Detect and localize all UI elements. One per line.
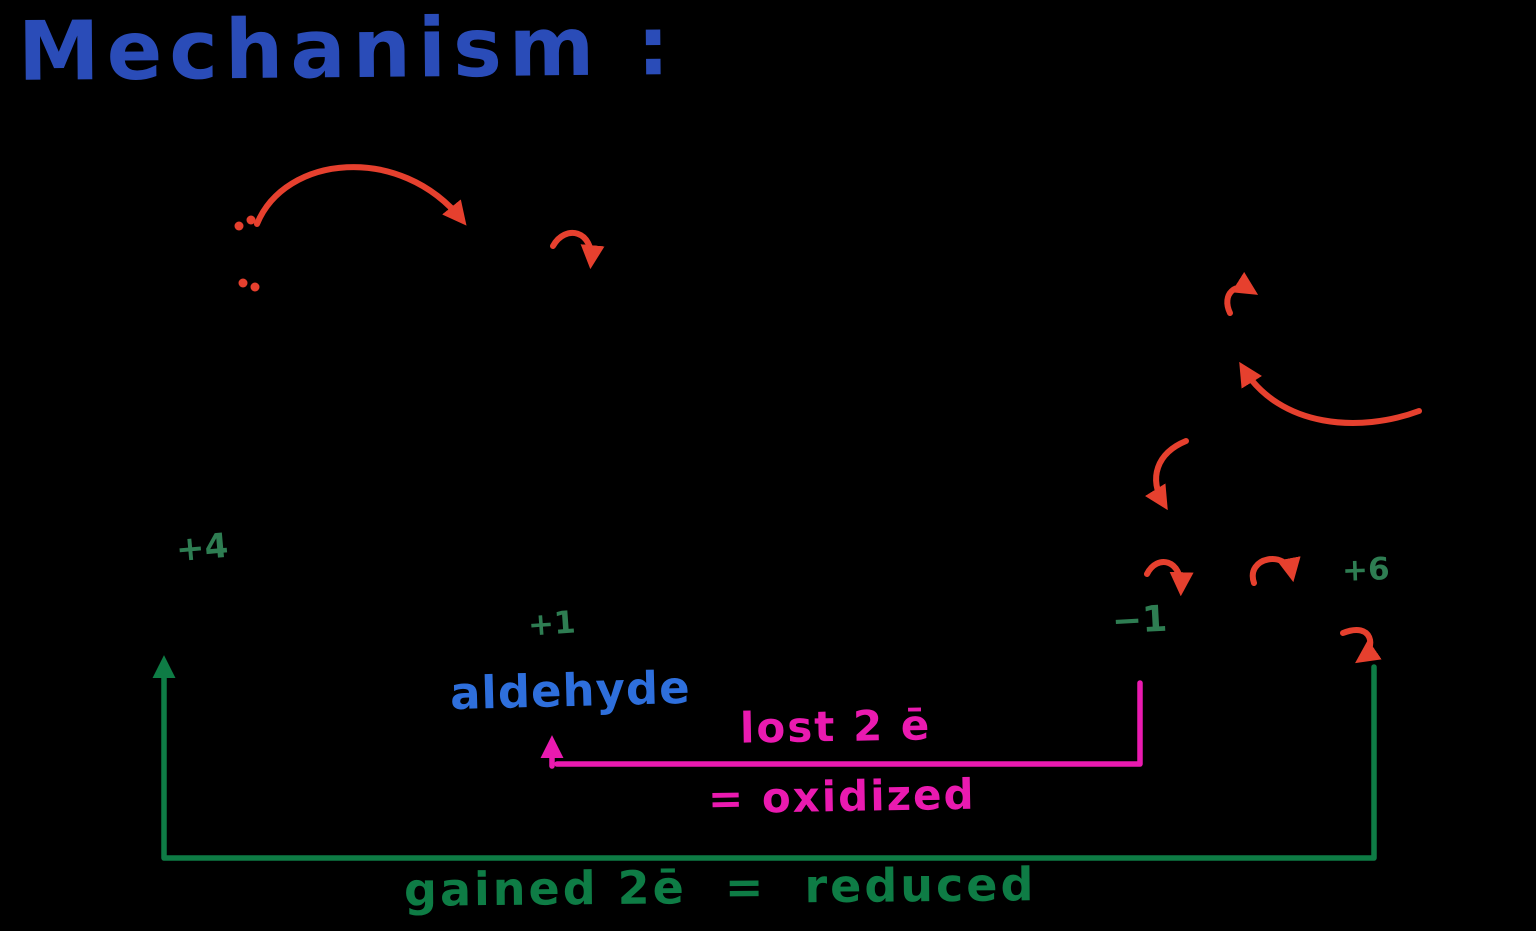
electron-push-arrow-down-right xyxy=(1144,438,1189,511)
page-title: Mechanism : xyxy=(17,0,678,100)
reduced-bracket-arrow xyxy=(152,655,1377,861)
lone-pair-dot xyxy=(238,278,248,288)
electron-push-arrow-small-top xyxy=(550,229,605,270)
gained-reduced-label: gained 2ē = reduced xyxy=(403,857,1037,917)
electron-push-arrow-hook-minus1 xyxy=(1144,559,1194,597)
electron-push-arrow-tiny-right-top xyxy=(1224,271,1259,316)
lone-pair-dot xyxy=(234,221,244,231)
electron-push-arrow-hook-middle xyxy=(1249,556,1301,586)
oxidation-state-plus1: +1 xyxy=(526,604,577,644)
lone-pair-dot xyxy=(250,282,260,292)
oxidation-state-plus4: +4 xyxy=(174,525,230,571)
electron-push-arrow-big-right xyxy=(1239,361,1422,426)
oxidation-state-minus1: −1 xyxy=(1110,598,1169,643)
lost-electrons-label: lost 2 ē xyxy=(739,700,932,753)
electron-push-arrow-hook-plus6 xyxy=(1340,627,1382,664)
oxidized-bracket-line xyxy=(554,680,1143,767)
oxidized-label: = oxidized xyxy=(707,769,977,824)
electron-push-arrow-big-left xyxy=(254,164,467,227)
aldehyde-label: aldehyde xyxy=(449,660,692,721)
oxidation-state-plus6: +6 xyxy=(1341,551,1391,589)
lone-pair-dot xyxy=(246,215,256,225)
